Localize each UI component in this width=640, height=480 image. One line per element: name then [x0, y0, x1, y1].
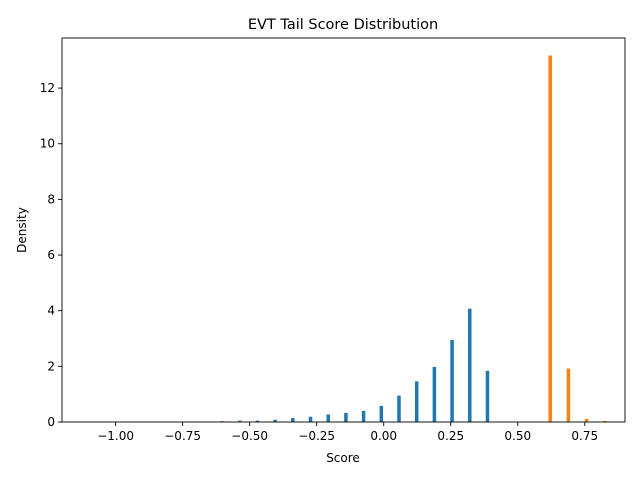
bar-series-0-23 [485, 370, 490, 422]
y-tick-label: 0 [47, 415, 55, 429]
bar-series-0-17 [379, 405, 384, 422]
x-tick-label: −0.25 [298, 429, 335, 443]
bar-series-0-12 [291, 418, 295, 422]
x-tick-label: −1.00 [97, 429, 134, 443]
bar-series-1-2 [548, 55, 552, 422]
bar-series-0-14 [326, 414, 330, 422]
y-tick-label: 6 [47, 248, 55, 262]
x-tick-label: 0.25 [437, 429, 464, 443]
y-axis-label: Density [15, 207, 29, 253]
x-tick-label: −0.75 [164, 429, 201, 443]
bar-series-1-4 [584, 418, 589, 422]
bar-series-0-15 [344, 412, 348, 422]
y-tick-label: 12 [40, 81, 55, 95]
bar-series-0-11 [273, 419, 277, 422]
bar-series-0-21 [450, 339, 454, 422]
bar-series-0-13 [308, 416, 313, 422]
chart-title: EVT Tail Score Distribution [248, 17, 438, 33]
y-axis-ticks: 0 2 4 6 8 10 12 [40, 81, 62, 429]
plot-frame [61, 37, 626, 423]
y-tick-label: 8 [47, 192, 55, 206]
y-tick-label: 4 [47, 304, 55, 318]
bar-series-0-10 [255, 420, 260, 422]
x-tick-label: 0.00 [370, 429, 397, 443]
x-axis-label: Score [326, 451, 360, 465]
bar-series-0-19 [414, 381, 419, 422]
bar-series-0-16 [361, 410, 366, 422]
x-axis-ticks: −1.00 −0.75 −0.50 −0.25 0.00 0.25 0.50 0.75 [97, 422, 598, 443]
bar-series-0-18 [397, 395, 401, 422]
bar-series-1-3 [566, 368, 571, 422]
y-tick-label: 2 [47, 359, 55, 373]
bar-series-0-22 [468, 308, 472, 422]
bar-series-1-5 [603, 420, 607, 422]
bars-layer [220, 55, 607, 422]
bar-series-0-9 [238, 420, 242, 422]
x-tick-label: 0.50 [504, 429, 531, 443]
x-tick-label: 0.75 [571, 429, 598, 443]
bar-series-0-20 [432, 366, 437, 422]
x-tick-label: −0.50 [231, 429, 268, 443]
y-tick-label: 10 [40, 137, 55, 151]
